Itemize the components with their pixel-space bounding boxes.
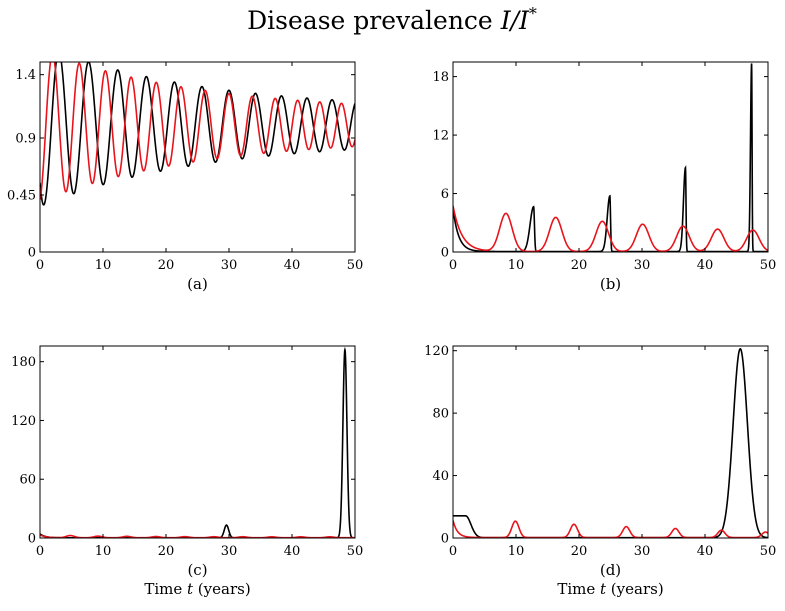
chart-panel: 0 10 20 30 40 50 0 0.45 0.9 1.4 (a) bbox=[7, 61, 364, 293]
y-tick-label: 6 bbox=[441, 187, 449, 202]
x-tick-label: 20 bbox=[571, 258, 588, 273]
y-tick-label: 0 bbox=[28, 532, 36, 547]
y-tick-label: 0 bbox=[28, 246, 36, 261]
y-tick-label: 180 bbox=[11, 355, 36, 370]
y-tick-label: 0 bbox=[441, 246, 449, 261]
figure-title-superscript: * bbox=[529, 4, 537, 23]
x-tick-label: 10 bbox=[508, 258, 525, 273]
x-tick-label: 0 bbox=[36, 258, 44, 273]
x-tick-label: 30 bbox=[634, 544, 651, 559]
x-tick-label: 20 bbox=[571, 544, 588, 559]
x-tick-label: 40 bbox=[697, 544, 714, 559]
y-tick-label: 120 bbox=[424, 344, 449, 359]
x-tick-label: 20 bbox=[158, 258, 175, 273]
x-axis-label: Time t (years) bbox=[144, 580, 250, 598]
x-tick-label: 30 bbox=[221, 544, 238, 559]
series-line bbox=[40, 346, 355, 538]
x-tick-label: 20 bbox=[158, 544, 175, 559]
chart-panel: 0 10 20 30 40 50 0 6 12 18 (b) bbox=[432, 61, 777, 293]
x-tick-label: 30 bbox=[634, 258, 651, 273]
x-axis-label: Time t (years) bbox=[557, 580, 663, 598]
y-tick-label: 1.4 bbox=[15, 68, 36, 83]
axes-box bbox=[39, 345, 356, 539]
x-tick-label: 50 bbox=[347, 544, 364, 559]
y-tick-label: 120 bbox=[11, 414, 36, 429]
axes-box bbox=[452, 61, 769, 253]
y-tick-label: 12 bbox=[432, 129, 449, 144]
x-tick-label: 0 bbox=[449, 544, 457, 559]
x-tick-label: 10 bbox=[95, 544, 112, 559]
axes-box bbox=[452, 345, 769, 539]
series-line bbox=[40, 62, 355, 206]
panel-label: (c) bbox=[187, 561, 207, 579]
panel-label: (b) bbox=[600, 275, 621, 293]
panel-label: (d) bbox=[600, 561, 621, 579]
x-tick-label: 10 bbox=[95, 258, 112, 273]
axes-box bbox=[39, 61, 356, 253]
x-tick-label: 40 bbox=[284, 258, 301, 273]
x-tick-label: 50 bbox=[760, 258, 777, 273]
figure-title: Disease prevalence I/I* bbox=[247, 4, 537, 35]
x-tick-label: 40 bbox=[697, 258, 714, 273]
chart-panel: 0 10 20 30 40 50 0 40 80 120 (d)Time t (years) bbox=[424, 344, 776, 598]
x-tick-label: 50 bbox=[760, 544, 777, 559]
x-tick-label: 30 bbox=[221, 258, 238, 273]
figure-title-math: I/I bbox=[500, 6, 530, 35]
y-tick-label: 60 bbox=[19, 473, 36, 488]
y-tick-label: 40 bbox=[432, 469, 449, 484]
panels: 0 10 20 30 40 50 0 0.45 0.9 1.4 (a) 0 10 20 30 40 50 0 6 12… bbox=[7, 61, 777, 598]
x-tick-label: 0 bbox=[36, 544, 44, 559]
series-line bbox=[453, 520, 768, 538]
figure-title-text: Disease prevalence bbox=[247, 6, 501, 35]
x-tick-label: 10 bbox=[508, 544, 525, 559]
panel-label: (a) bbox=[187, 275, 208, 293]
y-tick-label: 0 bbox=[441, 532, 449, 547]
chart-panel: 0 10 20 30 40 50 0 60 120 180 (c)Time t (years) bbox=[11, 345, 364, 598]
x-tick-label: 50 bbox=[347, 258, 364, 273]
y-tick-label: 0.9 bbox=[15, 132, 36, 147]
x-tick-label: 0 bbox=[449, 258, 457, 273]
series-line bbox=[453, 205, 768, 252]
y-tick-label: 18 bbox=[432, 70, 449, 85]
y-tick-label: 0.45 bbox=[7, 189, 36, 204]
series-line bbox=[40, 62, 355, 200]
series-line bbox=[453, 347, 768, 538]
series-line bbox=[40, 534, 355, 538]
x-tick-label: 40 bbox=[284, 544, 301, 559]
y-tick-label: 80 bbox=[432, 407, 449, 422]
